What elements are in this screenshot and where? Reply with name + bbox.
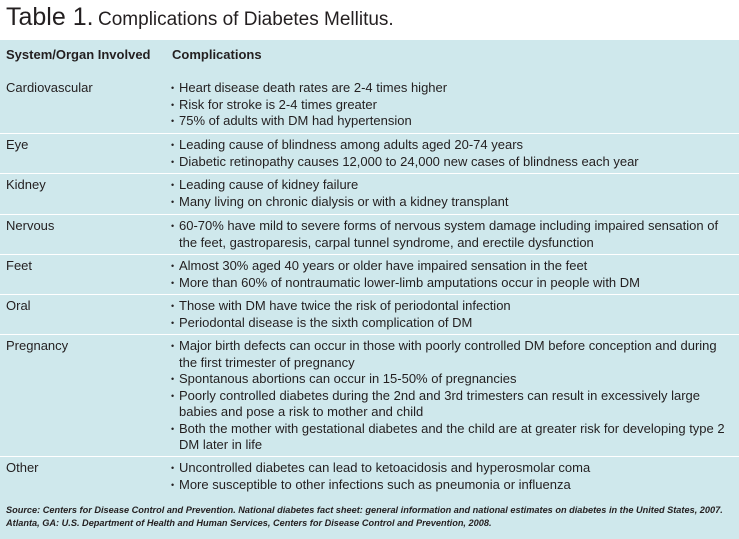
table-title: Table 1. Complications of Diabetes Melli… [6,3,394,32]
complications-cell: Almost 30% aged 40 years or older have i… [171,258,731,291]
system-cell: Feet [6,258,33,273]
system-cell: Kidney [6,177,46,192]
complication-item: Major birth defects can occur in those w… [171,338,731,371]
column-header-complications: Complications [172,47,262,62]
complication-item: Spontanous abortions can occur in 15-50%… [171,371,731,388]
table-row: Eye Leading cause of blindness among adul… [0,133,739,173]
complication-item: Uncontrolled diabetes can lead to ketoac… [171,460,731,477]
complications-cell: Leading cause of kidney failureMany livi… [171,177,731,210]
complications-cell: Heart disease death rates are 2-4 times … [171,80,731,130]
table-row: Kidney Leading cause of kidney failureMan… [0,173,739,214]
complications-cell: Uncontrolled diabetes can lead to ketoac… [171,460,731,493]
table-row: Oral Those with DM have twice the risk of… [0,294,739,334]
system-cell: Oral [6,298,31,313]
complication-item: 60-70% have mild to severe forms of nerv… [171,218,731,251]
complication-item: More susceptible to other infections suc… [171,477,731,494]
complication-item: Risk for stroke is 2-4 times greater [171,97,731,114]
complication-item: Both the mother with gestational diabete… [171,421,731,454]
complication-item: Almost 30% aged 40 years or older have i… [171,258,731,275]
complication-item: Periodontal disease is the sixth complic… [171,315,731,332]
complications-cell: Major birth defects can occur in those w… [171,338,731,454]
complication-item: Leading cause of blindness among adults … [171,137,731,154]
system-cell: Eye [6,137,29,152]
table-row: Cardiovascular Heart disease death rates … [0,77,739,133]
complication-item: More than 60% of nontraumatic lower-limb… [171,275,731,292]
complication-item: Poorly controlled diabetes during the 2n… [171,388,731,421]
complication-item: 75% of adults with DM had hypertension [171,113,731,130]
table-row: Other Uncontrolled diabetes can lead to k… [0,456,739,498]
table-caption: Complications of Diabetes Mellitus. [98,9,394,30]
source-note: Source: Centers for Disease Control and … [6,505,723,528]
complication-item: Heart disease death rates are 2-4 times … [171,80,731,97]
complication-item: Those with DM have twice the risk of per… [171,298,731,315]
system-cell: Other [6,460,39,475]
complications-cell: Those with DM have twice the risk of per… [171,298,731,331]
system-cell: Pregnancy [6,338,69,353]
table-number: Table 1. [6,3,94,31]
complication-item: Leading cause of kidney failure [171,177,731,194]
complication-item: Diabetic retinopathy causes 12,000 to 24… [171,154,731,171]
complications-cell: 60-70% have mild to severe forms of nerv… [171,218,731,251]
system-cell: Nervous [6,218,55,233]
table-row: Pregnancy Major birth defects can occur i… [0,334,739,456]
table-row: Feet Almost 30% aged 40 years or older ha… [0,254,739,294]
table-row: Nervous 60-70% have mild to severe forms … [0,214,739,254]
complication-item: Many living on chronic dialysis or with … [171,194,731,211]
column-header-system: System/Organ Involved [6,47,151,62]
complications-cell: Leading cause of blindness among adults … [171,137,731,170]
system-cell: Cardiovascular [6,80,93,95]
